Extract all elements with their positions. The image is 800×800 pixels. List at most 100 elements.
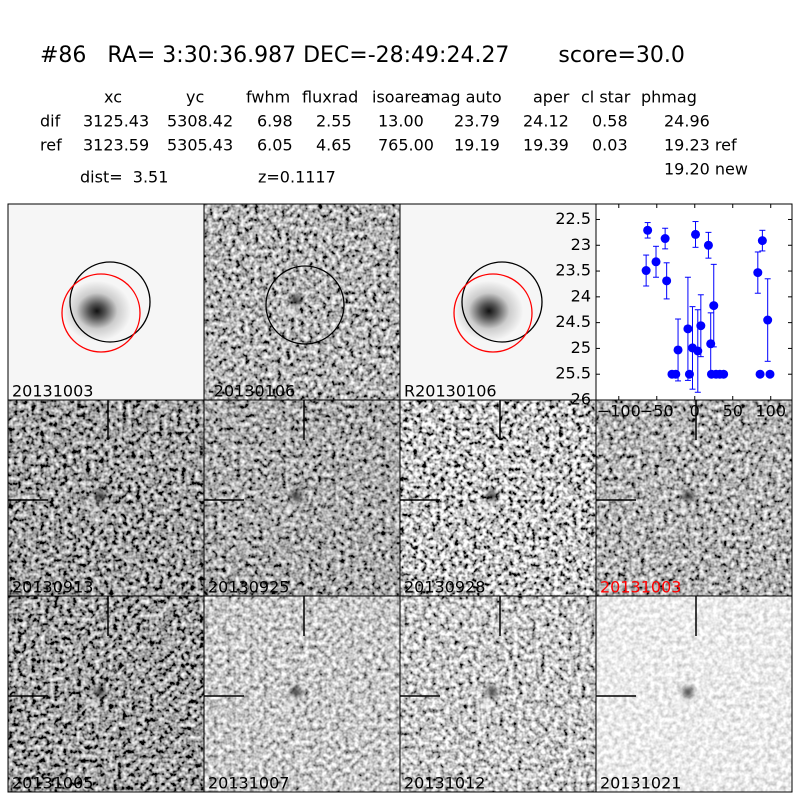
y-tick-label: 26	[571, 390, 591, 409]
data-point	[673, 345, 683, 355]
galaxy	[455, 281, 523, 341]
table-cell: 13.00	[378, 112, 424, 131]
data-point	[641, 266, 651, 276]
panel-image	[400, 400, 596, 596]
plot-area	[641, 221, 775, 393]
source-light	[677, 503, 687, 513]
panel-label: R20130106	[404, 382, 497, 401]
panel-image	[204, 204, 400, 400]
y-tick-label: 25	[571, 338, 591, 357]
source-light	[285, 307, 295, 317]
source-dark	[291, 295, 301, 305]
panel-label: -20130106	[208, 382, 295, 401]
redshift: z=0.1117	[258, 168, 336, 187]
table-cell: 24.12	[523, 112, 569, 131]
table-cell: 765.00	[378, 136, 434, 155]
source-dark	[683, 491, 693, 501]
panel-label: 20130928	[404, 578, 485, 597]
data-point	[763, 315, 773, 325]
source-dark	[291, 491, 301, 501]
row-label: ref	[40, 136, 62, 155]
source-light	[481, 503, 491, 513]
source-light	[89, 503, 99, 513]
panel-label: 20131007	[208, 774, 289, 793]
data-point	[684, 369, 694, 379]
table-cell: 4.65	[316, 136, 352, 155]
source-dark	[487, 687, 497, 697]
column-header: isoarea	[372, 88, 430, 107]
table-cell: 19.23 ref	[664, 136, 737, 155]
column-header: fwhm	[246, 88, 290, 107]
data-point	[709, 301, 719, 311]
data-point	[693, 346, 703, 356]
galaxy	[63, 281, 131, 341]
panel-label: 20131003	[600, 578, 681, 597]
table-cell: 19.19	[454, 136, 500, 155]
source-dark	[95, 687, 105, 697]
table-cell: 23.79	[454, 112, 500, 131]
table-cell: 2.55	[316, 112, 352, 131]
data-point	[651, 257, 661, 267]
data-point	[643, 225, 653, 235]
panel-image	[596, 400, 792, 596]
source-light	[677, 699, 687, 709]
panel-image	[596, 596, 792, 792]
source-light	[481, 699, 491, 709]
data-point	[706, 339, 716, 349]
aperture-circle	[69, 261, 151, 343]
table-cell: 0.03	[592, 136, 628, 155]
source-dark	[683, 687, 693, 697]
table-cell: 3123.59	[83, 136, 149, 155]
table-cell: 24.96	[664, 112, 710, 131]
title: #86 RA= 3:30:36.987 DEC=-28:49:24.27 sco…	[40, 43, 685, 68]
panel-frame	[595, 595, 793, 793]
table-cell: 5305.43	[167, 136, 233, 155]
data-point	[691, 229, 701, 239]
data-point	[662, 276, 672, 286]
dist: dist= 3.51	[80, 168, 168, 187]
data-point	[753, 268, 763, 278]
source-light	[89, 699, 99, 709]
y-tick-label: 22.5	[555, 209, 591, 228]
aperture-circle	[453, 273, 533, 353]
aperture-circle	[461, 261, 543, 343]
data-point	[755, 369, 765, 379]
x-tick-label: −50	[640, 402, 674, 421]
y-tick-label: 23.5	[555, 261, 591, 280]
column-header: aper	[533, 88, 570, 107]
x-tick-label: 50	[723, 402, 743, 421]
data-point	[696, 321, 706, 331]
data-point	[719, 369, 729, 379]
x-tick-label: 0	[690, 402, 700, 421]
column-header: mag auto	[425, 88, 502, 107]
table-note: 19.20 new	[664, 160, 748, 179]
source-dark	[95, 491, 105, 501]
column-header: yc	[186, 88, 204, 107]
source-dark	[291, 687, 301, 697]
row-label: dif	[40, 112, 61, 131]
y-tick-label: 25.5	[555, 364, 591, 383]
data-point	[765, 369, 775, 379]
data-point	[671, 369, 681, 379]
panel-image	[8, 400, 204, 596]
table-cell: 0.58	[592, 112, 628, 131]
source-light	[285, 699, 295, 709]
y-tick-label: 23	[571, 235, 591, 254]
table-cell: 5308.42	[167, 112, 233, 131]
column-header: fluxrad	[302, 88, 358, 107]
x-tick-label: −100	[597, 402, 641, 421]
source-light	[285, 503, 295, 513]
data-point	[757, 236, 767, 246]
column-header: xc	[104, 88, 122, 107]
data-point	[683, 324, 693, 334]
panel-image	[204, 400, 400, 596]
panel-label: 20131012	[404, 774, 485, 793]
panel-label: 20131003	[12, 382, 93, 401]
table-cell: 6.05	[257, 136, 293, 155]
panel-label: 20131005	[12, 774, 93, 793]
panel-image	[400, 596, 596, 792]
panel-label: 20130913	[12, 578, 93, 597]
aperture-circle	[265, 265, 345, 345]
table-cell: 19.39	[523, 136, 569, 155]
